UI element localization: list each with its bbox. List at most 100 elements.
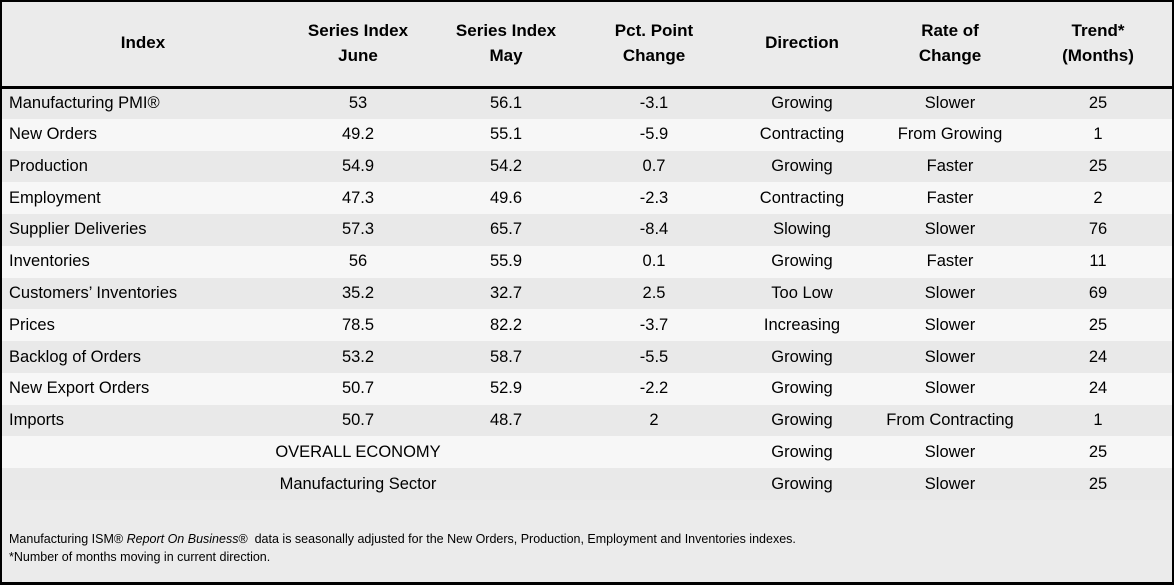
cell-rate: Slower (924, 347, 976, 366)
cell-june: 78.5 (341, 315, 375, 334)
cell-empty (432, 436, 580, 468)
cell-june: 53 (348, 94, 368, 113)
cell-trend: 25 (1088, 474, 1108, 493)
header-direction: Direction (728, 2, 876, 89)
cell-direction: Contracting (759, 125, 845, 144)
header-series-index-june: Series Index June (284, 2, 432, 89)
cell-rate: Slower (924, 220, 976, 239)
cell-june: 49.2 (341, 125, 375, 144)
table-row-customers-inventories: Customers’ Inventories 35.2 32.7 2.5 Too… (2, 277, 1172, 310)
cell-direction: Slowing (773, 220, 831, 239)
cell-may: 54.2 (489, 156, 523, 175)
cell-trend: 1 (1093, 125, 1103, 144)
cell-change: -2.2 (639, 379, 669, 398)
summary-row-overall-economy: OVERALL ECONOMY Growing Slower 25 (2, 436, 1172, 469)
cell-june: 35.2 (341, 283, 375, 302)
table-row-new-orders: New Orders 49.2 55.1 -5.9 Contracting Fr… (2, 118, 1172, 151)
cell-direction: Growing (771, 411, 833, 430)
cell-may: 55.1 (489, 125, 523, 144)
cell-june: 53.2 (341, 347, 375, 366)
cell-rate: Faster (926, 252, 974, 271)
cell-june: 54.9 (341, 156, 375, 175)
cell-index: Customers’ Inventories (9, 283, 178, 302)
cell-rate: From Contracting (886, 411, 1014, 430)
cell-summary-label: Manufacturing Sector (280, 468, 437, 500)
cell-direction: Growing (771, 442, 833, 461)
cell-change: -2.3 (639, 188, 669, 207)
cell-empty (432, 468, 580, 500)
cell-direction: Contracting (759, 188, 845, 207)
cell-rate: Slower (924, 379, 976, 398)
cell-june: 57.3 (341, 220, 375, 239)
cell-may: 32.7 (489, 283, 523, 302)
cell-direction: Growing (771, 347, 833, 366)
cell-direction: Growing (771, 156, 833, 175)
cell-rate: Slower (924, 94, 976, 113)
cell-empty (2, 436, 284, 468)
cell-rate: Faster (926, 156, 974, 175)
cell-change: 2 (649, 411, 659, 430)
cell-index: Supplier Deliveries (9, 220, 147, 239)
table-row-new-export-orders: New Export Orders 50.7 52.9 -2.2 Growing… (2, 372, 1172, 405)
cell-change: -5.9 (639, 125, 669, 144)
footnote-line2: *Number of months moving in current dire… (9, 549, 271, 564)
ism-manufacturing-table: Index Series Index June Series Index May… (2, 2, 1172, 500)
cell-change: -5.5 (639, 347, 669, 366)
cell-empty (2, 468, 284, 500)
footnote-line1-prefix: Manufacturing ISM® (9, 531, 127, 546)
footnotes: Manufacturing ISM® Report On Business® d… (2, 499, 1172, 566)
footnote-line1-italic: Report On Business (126, 531, 239, 546)
cell-index: Inventories (9, 252, 90, 271)
cell-rate: Slower (924, 474, 976, 493)
summary-label: OVERALL ECONOMY (275, 442, 441, 461)
cell-direction: Too Low (771, 283, 833, 302)
cell-direction: Growing (771, 252, 833, 271)
table-row-backlog-of-orders: Backlog of Orders 53.2 58.7 -5.5 Growing… (2, 341, 1172, 373)
summary-label-wrap: Manufacturing Sector (280, 475, 437, 494)
cell-rate: Slower (924, 283, 976, 302)
cell-june: 50.7 (341, 411, 375, 430)
cell-trend: 25 (1088, 94, 1108, 113)
cell-rate: Slower (924, 442, 976, 461)
cell-rate: From Growing (897, 125, 1003, 144)
cell-change: -3.1 (639, 94, 669, 113)
cell-index: Backlog of Orders (9, 347, 142, 366)
cell-index: New Orders (9, 125, 98, 144)
cell-index: Prices (9, 315, 55, 334)
cell-direction: Growing (771, 94, 833, 113)
cell-trend: 69 (1088, 283, 1108, 302)
cell-change: 2.5 (642, 283, 666, 302)
table-row-inventories: Inventories 56 55.9 0.1 Growing Faster 1… (2, 245, 1172, 278)
table-header: Index Series Index June Series Index May… (2, 2, 1172, 89)
cell-index: New Export Orders (9, 379, 150, 398)
cell-may: 48.7 (489, 411, 523, 430)
summary-label: Manufacturing Sector (279, 474, 437, 493)
cell-june: 47.3 (341, 188, 375, 207)
cell-change: 0.7 (642, 156, 666, 175)
cell-trend: 2 (1093, 188, 1103, 207)
header-index: Index (2, 2, 284, 89)
cell-empty (580, 468, 728, 500)
header-series-index-may: Series Index May (432, 2, 580, 89)
cell-trend: 25 (1088, 156, 1108, 175)
cell-june: 56 (348, 252, 368, 271)
cell-may: 82.2 (489, 315, 523, 334)
cell-rate: Faster (926, 188, 974, 207)
cell-june: 50.7 (341, 379, 375, 398)
cell-trend: 25 (1088, 442, 1108, 461)
cell-change: -8.4 (639, 220, 669, 239)
summary-row-manufacturing-sector: Manufacturing Sector Growing Slower 25 (2, 468, 1172, 500)
cell-index: Employment (9, 188, 101, 207)
cell-index: Production (9, 156, 88, 175)
cell-trend: 11 (1089, 252, 1107, 271)
table-row-prices: Prices 78.5 82.2 -3.7 Increasing Slower … (2, 309, 1172, 342)
cell-empty (580, 436, 728, 468)
cell-direction: Growing (771, 379, 833, 398)
cell-change: 0.1 (642, 252, 666, 271)
table-body: Manufacturing PMI® 53 56.1 -3.1 Growing … (2, 87, 1172, 500)
header-pct-point-change: Pct. Point Change (580, 2, 728, 89)
footnote-line1: Manufacturing ISM® Report On Business® d… (9, 530, 1172, 548)
cell-trend: 76 (1088, 220, 1108, 239)
cell-direction: Increasing (763, 315, 841, 334)
